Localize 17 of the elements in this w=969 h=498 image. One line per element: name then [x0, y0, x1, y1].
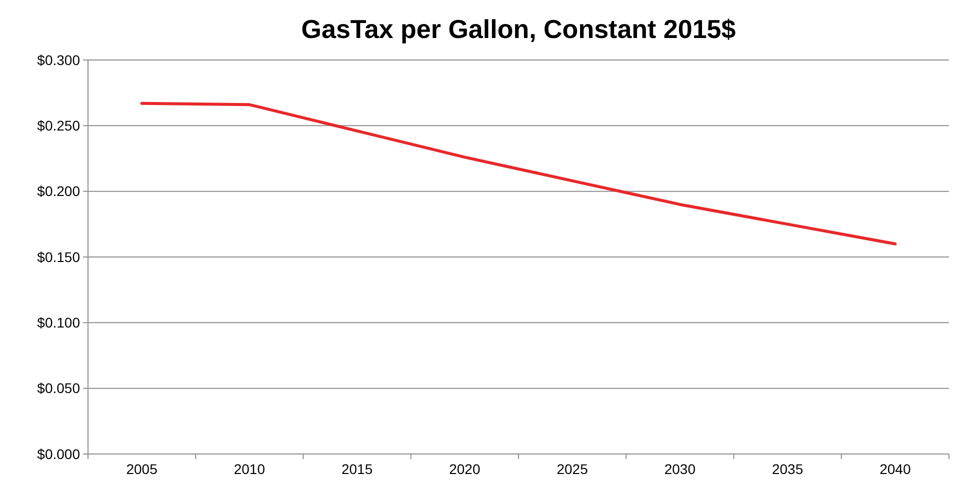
line-series	[140, 102, 897, 246]
x-tick-label: 2035	[772, 461, 804, 477]
x-tick-label: 2010	[234, 461, 266, 477]
x-tick-label: 2015	[341, 461, 373, 477]
y-tick-label: $0.250	[37, 118, 80, 134]
chart-title: GasTax per Gallon, Constant 2015$	[301, 14, 736, 44]
x-tick-label: 2005	[126, 461, 158, 477]
y-tick-label: $0.200	[37, 183, 80, 200]
x-tick-label: 2040	[880, 461, 911, 477]
x-tick-label: 2030	[664, 461, 696, 477]
y-tick-label: $0.000	[37, 446, 80, 462]
y-tick-label: $0.100	[37, 314, 80, 331]
y-tick-label: $0.300	[37, 52, 80, 68]
y-tick-label: $0.150	[37, 248, 80, 265]
y-tick-label: $0.050	[37, 380, 80, 396]
x-tick-label: 2025	[556, 461, 588, 477]
x-tick-label: 2020	[449, 461, 480, 477]
